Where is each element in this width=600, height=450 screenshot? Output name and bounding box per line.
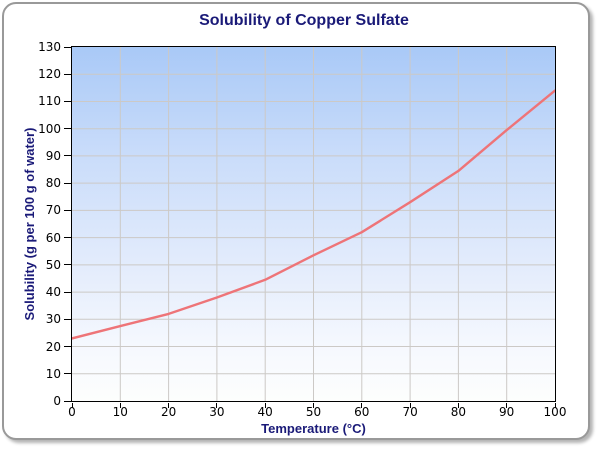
- y-tick-label: 70: [45, 203, 61, 218]
- x-tick-label: 40: [257, 405, 273, 419]
- x-tick-mark: [313, 402, 314, 408]
- x-tick-label: 50: [305, 405, 322, 419]
- y-tick-label: 10: [45, 366, 61, 381]
- y-tick-label: 0: [53, 394, 61, 408]
- y-tick-label: 30: [45, 312, 61, 327]
- x-axis-title: Temperature (°C): [261, 421, 366, 436]
- x-tick-mark: [409, 402, 411, 408]
- chart-title: Solubility of Copper Sulfate: [199, 12, 409, 29]
- y-tick-mark: [64, 155, 71, 157]
- y-tick-label: 20: [45, 339, 61, 354]
- y-tick-mark: [64, 209, 71, 211]
- y-tick-mark: [64, 73, 71, 75]
- y-tick-label: 120: [38, 67, 61, 82]
- y-tick-mark: [64, 128, 71, 130]
- y-tick-mark: [64, 182, 71, 184]
- chart-card: Solubility of Copper Sulfate Solubility …: [2, 2, 590, 440]
- x-tick-label: 90: [499, 405, 515, 419]
- x-tick-mark: [506, 402, 508, 408]
- y-tick-mark: [64, 318, 71, 320]
- y-tick-mark: [64, 373, 71, 375]
- y-tick-mark: [64, 346, 71, 348]
- y-tick-label: 40: [45, 285, 61, 300]
- x-tick-label: 20: [160, 405, 177, 419]
- y-tick-label: 50: [45, 257, 61, 272]
- y-tick-label: 90: [45, 148, 61, 163]
- y-tick-label: 60: [45, 230, 61, 245]
- x-tick-mark: [168, 402, 170, 408]
- y-tick-mark: [64, 291, 71, 293]
- x-tick-label: 10: [112, 405, 128, 419]
- x-tick-mark: [216, 402, 218, 408]
- y-tick-label: 130: [38, 40, 61, 54]
- y-tick-mark: [64, 237, 71, 239]
- x-tick-mark: [119, 402, 121, 408]
- x-tick-label: 0: [68, 405, 76, 419]
- x-tick-mark: [71, 402, 73, 408]
- x-tick-mark: [554, 402, 556, 408]
- x-tick-mark: [361, 402, 363, 408]
- plot-area: [70, 45, 556, 402]
- y-tick-mark: [64, 400, 71, 402]
- y-tick-mark: [64, 100, 71, 102]
- x-tick-label: 60: [354, 405, 370, 419]
- y-tick-label: 100: [38, 121, 61, 136]
- x-tick-mark: [457, 402, 459, 408]
- solubility-curve: [71, 88, 555, 340]
- y-tick-label: 110: [38, 94, 61, 109]
- x-tick-label: 80: [450, 405, 467, 419]
- y-tick-label: 80: [45, 176, 61, 191]
- x-tick-label: 30: [209, 405, 225, 419]
- y-tick-mark: [64, 264, 71, 266]
- x-tick-label: 70: [402, 405, 418, 419]
- x-tick-label: 100: [543, 405, 567, 419]
- x-tick-mark: [264, 402, 266, 408]
- y-tick-mark: [64, 46, 71, 48]
